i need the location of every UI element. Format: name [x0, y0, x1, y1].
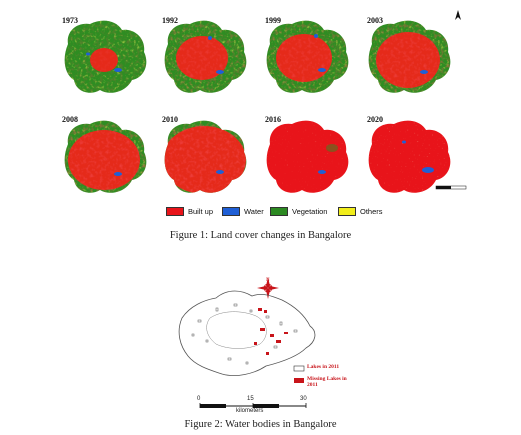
compass-rose-icon	[257, 277, 279, 299]
year-label: 2010	[162, 115, 178, 124]
year-label: 1992	[162, 16, 178, 25]
map-1973	[64, 20, 147, 93]
legend-built-up: Built up	[166, 206, 213, 216]
scale-bar-km	[199, 403, 307, 408]
water-bodies-map	[178, 277, 316, 408]
scale-bar-small	[435, 185, 467, 190]
legend-swatch-vegetation	[270, 206, 288, 216]
legend-label: Built up	[188, 206, 214, 216]
map-2016	[266, 120, 349, 193]
scale-tick-15: 15	[247, 396, 254, 402]
year-label: 2008	[62, 115, 78, 124]
legend-swatch-others	[338, 206, 356, 216]
figure1-caption: Figure 1: Land cover changes in Bangalor…	[169, 230, 352, 241]
legend-label: Vegetation	[292, 206, 328, 216]
year-label: 1973	[62, 16, 78, 25]
legend-label-missing-lakes: Missing Lakes in 2011	[307, 376, 347, 388]
legend-others: Others	[338, 206, 383, 216]
legend-swatch-lakes	[293, 365, 305, 372]
map-2010	[164, 120, 247, 193]
figure2-caption: Figure 2: Water bodies in Bangalore	[184, 419, 337, 430]
legend-label: Others	[360, 206, 383, 216]
scale-tick-30: 30	[300, 396, 307, 402]
legend-water: Water	[222, 206, 264, 216]
map-2008	[64, 120, 147, 193]
year-label: 2016	[265, 115, 281, 124]
year-label: 2020	[367, 115, 383, 124]
legend-label-lakes: Lakes in 2011	[307, 364, 340, 370]
year-label: 2003	[367, 16, 383, 25]
legend-swatch-built-up	[166, 206, 184, 216]
legend-vegetation: Vegetation	[270, 206, 327, 216]
map-2020	[368, 120, 451, 193]
map-2003	[368, 20, 451, 93]
scale-tick-0: 0	[197, 396, 201, 402]
compass-n-label: N	[266, 278, 270, 283]
scale-unit: kilometers	[236, 408, 264, 414]
land-cover-maps	[64, 10, 467, 193]
map-1999	[266, 20, 349, 93]
legend-label: Water	[244, 206, 264, 216]
city-boundary	[178, 290, 316, 376]
north-arrow-icon	[455, 10, 461, 20]
legend-swatch-water	[222, 206, 240, 216]
legend-swatch-missing-lakes	[294, 378, 304, 383]
year-label: 1999	[265, 16, 281, 25]
map-1992	[164, 20, 247, 93]
